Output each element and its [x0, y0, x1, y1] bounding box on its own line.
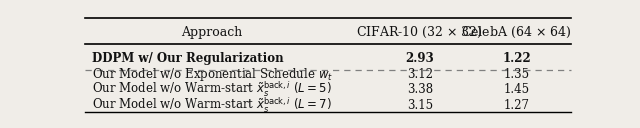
- Text: 3.12: 3.12: [407, 68, 433, 81]
- Text: 2.93: 2.93: [405, 52, 434, 65]
- Text: Our Model w/o Exponential Schedule $w_t$: Our Model w/o Exponential Schedule $w_t$: [92, 66, 333, 83]
- Text: 1.35: 1.35: [504, 68, 529, 81]
- Text: DDPM w/ Our Regularization: DDPM w/ Our Regularization: [92, 52, 284, 65]
- Text: 3.38: 3.38: [406, 83, 433, 96]
- Text: 1.45: 1.45: [504, 83, 529, 96]
- Text: CIFAR-10 (32 $\times$ 32): CIFAR-10 (32 $\times$ 32): [356, 25, 483, 40]
- Text: 1.22: 1.22: [502, 52, 531, 65]
- Text: CelebA (64 $\times$ 64): CelebA (64 $\times$ 64): [461, 25, 572, 40]
- Text: Our Model w/o Warm-start $\tilde{x}_s^{\mathrm{back},i}$ $(L = 5)$: Our Model w/o Warm-start $\tilde{x}_s^{\…: [92, 80, 332, 99]
- Text: 1.27: 1.27: [504, 99, 529, 111]
- Text: 3.15: 3.15: [406, 99, 433, 111]
- Text: Our Model w/o Warm-start $\tilde{x}_s^{\mathrm{back},i}$ $(L = 7)$: Our Model w/o Warm-start $\tilde{x}_s^{\…: [92, 95, 332, 115]
- Text: Approach: Approach: [181, 26, 242, 39]
